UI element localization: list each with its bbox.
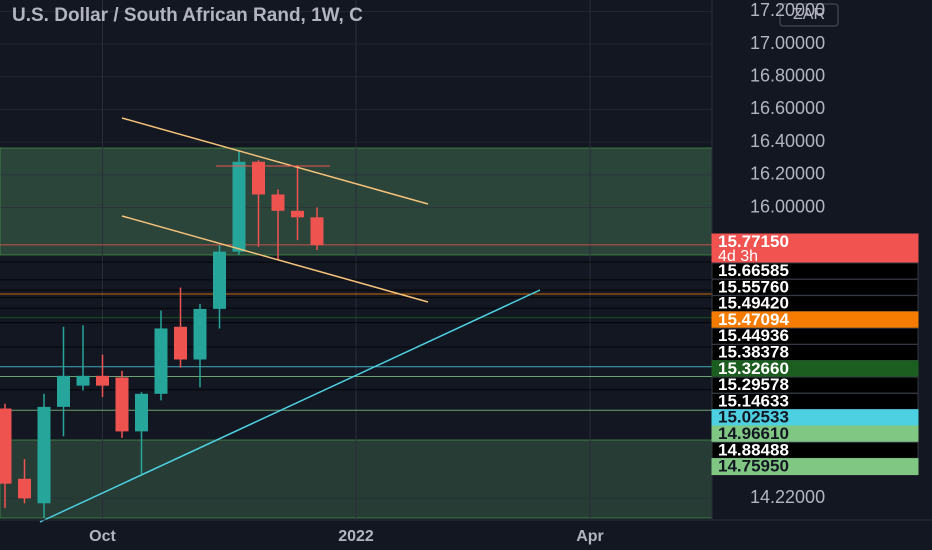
price-label: 15.47094 xyxy=(718,310,789,329)
y-tick-label: 16.60000 xyxy=(750,98,825,118)
price-levels xyxy=(0,244,712,411)
currency-box[interactable] xyxy=(779,3,839,27)
price-label: 15.38378 xyxy=(718,342,789,361)
candle-body xyxy=(291,210,304,218)
candle-body xyxy=(154,328,168,394)
price-label: 15.29578 xyxy=(718,375,789,394)
price-label: 15.77150 xyxy=(718,232,789,251)
price-label: 15.32660 xyxy=(718,359,789,378)
price-label: 15.49420 xyxy=(718,294,789,313)
price-label: 15.44936 xyxy=(718,326,789,345)
price-label: 14.96610 xyxy=(718,424,789,443)
candle-body xyxy=(57,375,70,407)
x-tick-label: Apr xyxy=(576,528,604,545)
trend-line xyxy=(121,117,429,205)
candle-body xyxy=(271,194,285,211)
price-label-box xyxy=(711,233,919,265)
x-tick-label: 2022 xyxy=(338,528,374,545)
candle-body xyxy=(193,308,207,360)
price-label: 15.14633 xyxy=(718,391,789,410)
candle-body xyxy=(135,393,148,432)
candle-body xyxy=(232,161,246,252)
plot-area xyxy=(0,0,713,519)
candle-body xyxy=(76,375,90,386)
chart-title: U.S. Dollar / South African Rand, 1W, C xyxy=(12,5,363,26)
drawings xyxy=(39,117,541,523)
countdown: 4d 3h xyxy=(718,248,758,265)
axis-labels: 17.20000 17.00000 16.80000 16.60000 16.40000… xyxy=(89,0,919,545)
candles xyxy=(0,150,324,518)
y-tick-label: 16.80000 xyxy=(750,66,825,86)
candle-body xyxy=(96,375,109,386)
candle-body xyxy=(18,478,31,499)
x-tick-label: Oct xyxy=(89,528,116,545)
trend-line xyxy=(39,289,541,523)
trend-line xyxy=(121,215,429,303)
price-label-box xyxy=(711,458,919,476)
candle-body xyxy=(0,408,12,484)
y-tick-label: 14.22000 xyxy=(750,487,825,507)
y-tick-label: 17.00000 xyxy=(750,33,825,53)
price-label: 14.75950 xyxy=(718,457,789,476)
price-label: 14.88488 xyxy=(718,440,789,459)
y-tick-label: 17.20000 xyxy=(750,0,825,20)
candle-body xyxy=(310,217,324,246)
price-label: 15.55760 xyxy=(718,277,789,296)
y-tick-label: 16.00000 xyxy=(750,196,825,216)
candle-body xyxy=(213,251,226,309)
y-tick-label: 16.40000 xyxy=(750,131,825,151)
candle-body xyxy=(115,377,129,432)
price-label: 15.02533 xyxy=(718,408,789,427)
candle-body xyxy=(252,161,265,195)
y-tick-label: 16.20000 xyxy=(750,164,825,184)
candle-body xyxy=(37,406,51,504)
candle-body xyxy=(174,326,187,360)
currency[interactable]: ZAR xyxy=(793,6,825,23)
price-label: 15.66585 xyxy=(718,261,789,280)
